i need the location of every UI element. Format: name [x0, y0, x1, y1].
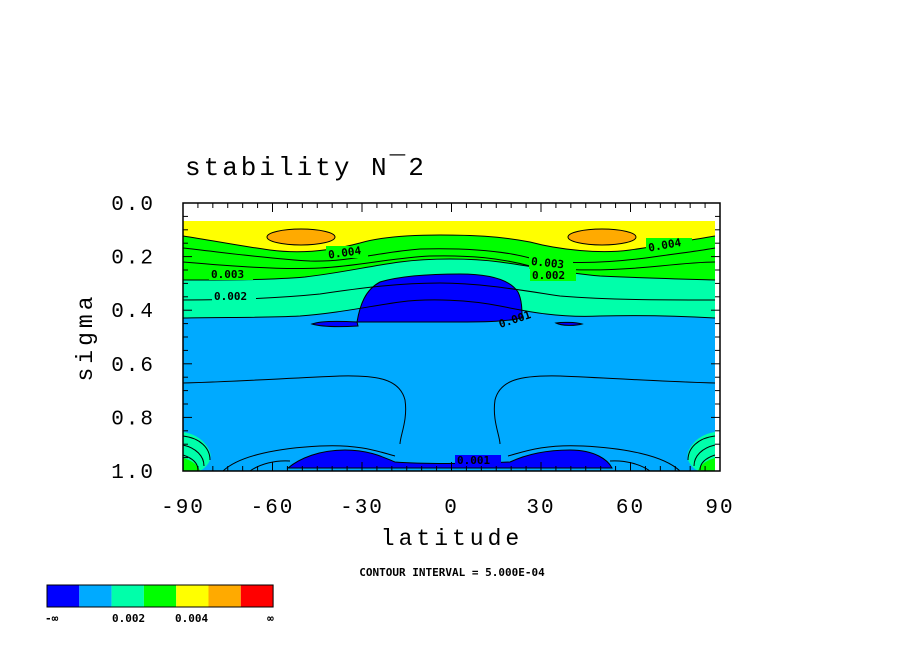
colorbar-swatch [79, 585, 112, 607]
contour-label-bg-1 [326, 246, 368, 258]
colorbar-label: ∞ [267, 612, 274, 625]
contour-label-bg-2 [209, 268, 253, 280]
contour-label-1: 0.004 [327, 244, 362, 262]
y-tick-label: 0.8 [111, 408, 155, 431]
fill-orange-right [568, 229, 636, 245]
x-tick-label: 0 [444, 497, 459, 520]
fill-band-blue-mid [356, 273, 523, 323]
contour-label-bg-6 [646, 238, 692, 250]
colorbar-swatch [111, 585, 144, 607]
x-tick-label: -60 [251, 497, 295, 520]
chart-title: stability N¯2 [185, 153, 427, 183]
fill-band-blue-tongue [310, 320, 359, 328]
y-tick-label: 0.6 [111, 355, 155, 378]
fill-corner-left-green [183, 458, 200, 471]
colorbar-swatch [176, 585, 209, 607]
x-tick-label: 30 [526, 497, 555, 520]
x-tick-label: 60 [616, 497, 645, 520]
contour-plot-area: 0.004 0.003 0.002 0.003 0.002 0.004 0.00… [182, 203, 720, 472]
contour-label-8: 0.001 [457, 454, 490, 467]
x-tick-label: -90 [161, 497, 205, 520]
contour-label-bg-8 [455, 455, 501, 466]
fill-orange-left [267, 229, 335, 245]
axis-ticks: -90 -60 -30 0 30 60 90 0.0 0.2 0.4 0.6 0.8 1.0 [111, 194, 734, 520]
contour-lines [182, 228, 716, 472]
colorbar-label: 0.002 [112, 612, 145, 625]
fill-band-blue-islet [554, 321, 584, 326]
fill-corner-right-green [698, 458, 715, 471]
colorbar: -∞ 0.002 0.004 ∞ [45, 584, 274, 625]
contour-label-5: 0.002 [532, 269, 565, 282]
contour-label-2: 0.003 [211, 268, 244, 281]
colorbar-label: -∞ [45, 612, 59, 625]
y-tick-label: 0.4 [111, 301, 155, 324]
contour-label-4: 0.003 [530, 255, 564, 271]
fill-band-blue-surface [286, 449, 613, 469]
contour-label-3: 0.002 [214, 290, 247, 303]
x-axis-label: latitude [381, 526, 523, 552]
y-tick-label: 0.2 [111, 248, 155, 271]
contour-label-bg-4 [529, 257, 573, 269]
x-tick-label: 90 [705, 497, 734, 520]
colorbar-frame [46, 584, 274, 608]
colorbar-swatch [47, 585, 80, 607]
y-axis-label: sigma [73, 292, 99, 381]
contour-label-6: 0.004 [647, 236, 682, 255]
colorbar-label: 0.004 [175, 612, 208, 625]
y-tick-label: 0.0 [111, 194, 155, 217]
contour-label-bg-3 [212, 290, 256, 302]
y-tick-label: 1.0 [111, 462, 155, 485]
contour-label-bg-5 [530, 269, 576, 281]
x-tick-label: -30 [340, 497, 384, 520]
colorbar-swatch [208, 585, 241, 607]
contour-interval-note: CONTOUR INTERVAL = 5.000E-04 [359, 566, 545, 579]
colorbar-swatch [240, 585, 274, 607]
colorbar-swatch [143, 585, 177, 607]
